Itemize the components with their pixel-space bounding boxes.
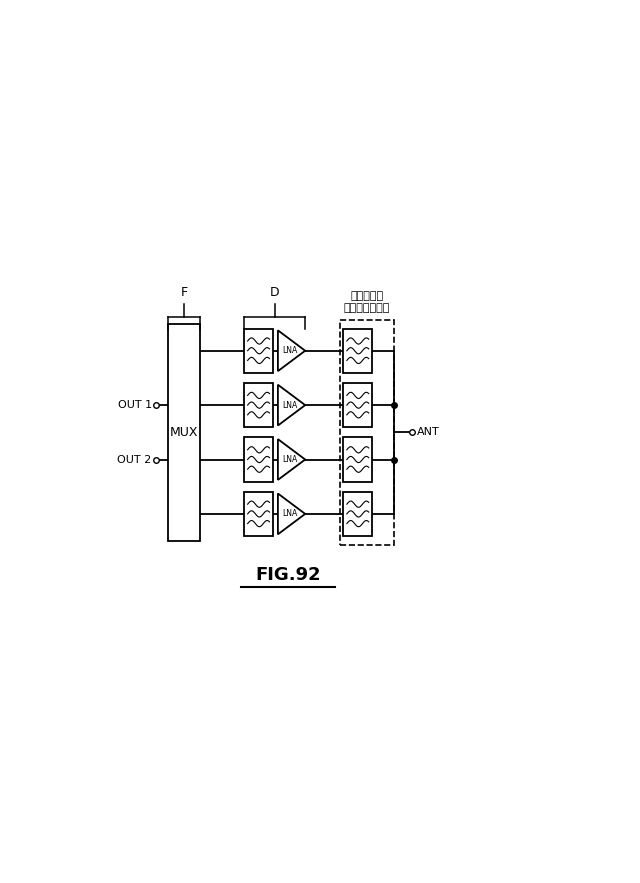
Polygon shape xyxy=(278,439,305,480)
Text: MUX: MUX xyxy=(170,426,198,439)
Text: LNA: LNA xyxy=(282,401,298,410)
Bar xyxy=(344,328,372,373)
Text: LNA: LNA xyxy=(282,346,298,355)
Text: フィルタ／
マルチプレクサ: フィルタ／ マルチプレクサ xyxy=(344,291,390,313)
Bar xyxy=(344,492,372,536)
Bar xyxy=(340,321,394,545)
Text: D: D xyxy=(270,286,280,299)
Text: LNA: LNA xyxy=(282,509,298,518)
Bar xyxy=(168,323,200,541)
Text: F: F xyxy=(180,286,188,299)
Text: ANT: ANT xyxy=(417,427,440,437)
Text: LNA: LNA xyxy=(282,455,298,464)
Bar xyxy=(344,437,372,481)
Polygon shape xyxy=(278,494,305,534)
Text: OUT 2: OUT 2 xyxy=(117,455,152,464)
Bar xyxy=(244,437,273,481)
Bar xyxy=(244,383,273,427)
Polygon shape xyxy=(278,330,305,371)
Bar xyxy=(344,383,372,427)
Bar xyxy=(244,492,273,536)
Bar xyxy=(244,328,273,373)
Polygon shape xyxy=(278,385,305,426)
Text: FIG.92: FIG.92 xyxy=(255,566,321,584)
Text: OUT 1: OUT 1 xyxy=(118,400,152,410)
